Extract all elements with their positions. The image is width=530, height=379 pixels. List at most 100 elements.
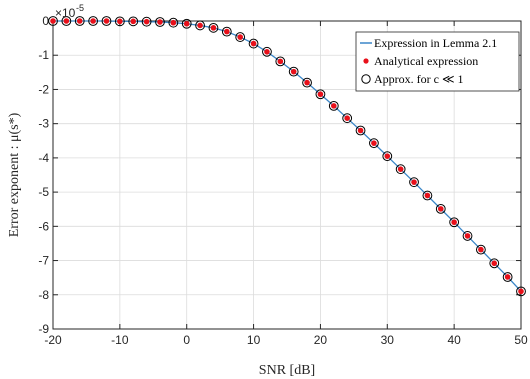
- x-tick-label: 0: [183, 333, 190, 347]
- approx-circle-point: [248, 38, 259, 49]
- analytical-dot-point: [411, 179, 417, 185]
- y-tick-label: -7: [38, 254, 49, 268]
- legend-label-analytical: Analytical expression: [374, 54, 478, 68]
- x-axis-title: SNR [dB]: [259, 363, 315, 378]
- y-tick-label: -3: [38, 117, 49, 131]
- analytical-dot-point: [90, 18, 96, 24]
- analytical-dot-point: [130, 18, 137, 25]
- approx-circle-point: [382, 151, 393, 162]
- analytical-dot-point: [491, 260, 498, 267]
- approx-circle-point: [74, 16, 85, 26]
- approx-circle-point: [168, 17, 179, 28]
- analytical-dot-point: [424, 192, 431, 199]
- analytical-dot-point: [143, 18, 150, 25]
- approx-circle-point: [315, 89, 326, 100]
- approx-circle-point: [395, 164, 406, 175]
- approx-circle-point: [101, 16, 112, 26]
- analytical-dot-point: [224, 28, 230, 35]
- approx-circle-point: [422, 190, 433, 201]
- approx-circle-point: [141, 16, 152, 27]
- approx-circle-point: [195, 20, 205, 31]
- analytical-dot-point: [237, 34, 243, 40]
- legend: Expression in Lemma 2.1 Analytical expre…: [355, 31, 520, 92]
- analytical-dot-point: [183, 20, 190, 27]
- analytical-dot-point: [384, 153, 391, 159]
- analytical-dot-point: [451, 219, 457, 226]
- approx-circle-point: [369, 138, 379, 149]
- analytical-dot-point: [304, 79, 310, 86]
- x-tick-label: 30: [381, 333, 395, 347]
- legend-label-approx: Approx. for c ≪ 1: [374, 72, 464, 86]
- y-tick-label: -6: [38, 219, 49, 233]
- approx-circle-point: [475, 244, 486, 255]
- analytical-dot-point: [518, 288, 524, 295]
- y-tick-label: -8: [38, 288, 49, 302]
- legend-box: [355, 31, 520, 92]
- analytical-dot-point: [357, 127, 364, 134]
- x-tick-label: -10: [111, 333, 129, 347]
- analytical-dot-point: [197, 22, 203, 29]
- approx-circle-point: [275, 56, 286, 67]
- analytical-dot-point: [478, 246, 484, 253]
- analytical-dot-point: [103, 18, 110, 24]
- y-tick-label: -9: [38, 322, 49, 336]
- y-tick-label: -2: [38, 82, 49, 96]
- analytical-dot-point: [504, 274, 511, 280]
- approx-circle-point: [181, 18, 192, 29]
- analytical-dot-point: [317, 91, 324, 98]
- x-tick-label: 20: [314, 333, 328, 347]
- analytical-dot-point: [76, 18, 83, 24]
- approx-circle-point: [48, 16, 58, 26]
- series-layer: [48, 16, 526, 297]
- approx-circle-point: [302, 77, 312, 88]
- legend-circle-swatch: [361, 74, 371, 84]
- analytical-dot-point: [63, 18, 70, 24]
- analytical-dot-point: [117, 18, 123, 25]
- analytical-dot-point: [464, 233, 471, 239]
- x-tick-label: 50: [514, 333, 528, 347]
- y-scale-multiplier: ×10: [55, 6, 76, 20]
- approx-circle-point: [88, 16, 99, 26]
- approx-circle-point: [502, 272, 513, 282]
- approx-circle-point: [328, 100, 339, 111]
- y-tick-label: -4: [38, 151, 49, 165]
- analytical-dot-point: [210, 25, 217, 31]
- analytical-dot-point: [170, 19, 177, 26]
- analytical-dot-point: [371, 140, 377, 146]
- approx-circle-point: [235, 32, 246, 42]
- legend-label-lemma: Expression in Lemma 2.1: [374, 36, 497, 50]
- y-tick-label: -1: [38, 48, 49, 62]
- approx-circle-point: [114, 16, 125, 27]
- approx-circle-point: [208, 22, 219, 33]
- plot-frame: [52, 20, 522, 330]
- analytical-dot-point: [290, 68, 297, 75]
- approx-circle-point: [221, 26, 232, 37]
- y-tick-label: 0: [42, 14, 49, 28]
- approx-circle-point: [409, 177, 419, 188]
- x-tick-label: 40: [447, 333, 461, 347]
- y-tick-label: -5: [38, 185, 49, 199]
- approx-circle-point: [462, 231, 473, 241]
- x-tick-label: -20: [44, 333, 62, 347]
- analytical-dot-point: [264, 49, 270, 55]
- y-axis-title: Error exponent : μ(s*): [7, 112, 22, 237]
- approx-circle-point: [489, 258, 500, 269]
- x-tick-label: 10: [247, 333, 261, 347]
- approx-circle-point: [355, 125, 366, 136]
- approx-circle-point: [128, 16, 139, 27]
- axis-ticks: -20 -10 0 10 20 30 40 50 0 -1 -2 -3 -4 -5 -6 -7 -8 -9: [38, 14, 528, 347]
- analytical-dot-point: [50, 18, 56, 24]
- analytical-dot-point: [397, 166, 404, 172]
- analytical-dot-point: [344, 115, 350, 121]
- approx-circle-point: [449, 217, 460, 228]
- analytical-dot-point: [331, 103, 337, 109]
- approx-circle-point: [262, 46, 272, 57]
- analytical-dot-point: [437, 206, 444, 212]
- approx-circle-point: [516, 286, 526, 297]
- approx-circle-point: [61, 16, 72, 26]
- approx-circle-point: [435, 203, 446, 214]
- approx-circle-point: [155, 17, 165, 27]
- approx-circle-point: [342, 113, 353, 124]
- analytical-dot-point: [157, 19, 163, 25]
